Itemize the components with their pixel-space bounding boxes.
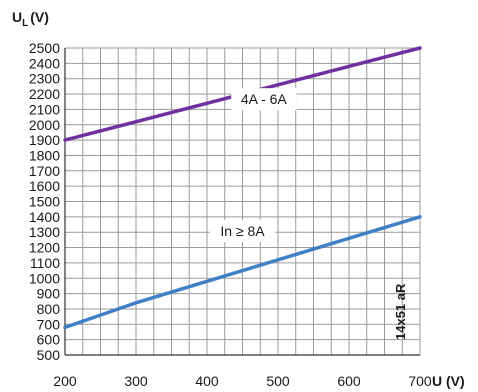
x-tick-labels: 200 300 400 500 600 700 [53,373,432,389]
y-tick-label: 600 [37,332,61,348]
y-tick-label: 1700 [29,163,60,179]
y-tick-label: 2500 [29,40,60,56]
y-tick-labels: 5006007008009001000110012001300140015001… [29,40,60,363]
y-tick-label: 2400 [29,55,60,71]
series-label: 4A - 6A [241,91,288,107]
x-axis-label: U (V) [432,373,465,389]
x-tick-label: 200 [53,373,77,389]
grid [64,47,421,356]
x-tick-label: 300 [124,373,148,389]
y-tick-label: 1500 [29,194,60,210]
y-tick-label: 900 [37,286,61,302]
y-tick-label: 500 [37,347,61,363]
fuse-size-label: 14x51 aR [393,283,408,340]
series-line [63,215,422,330]
y-tick-label: 700 [37,316,61,332]
x-tick-label: 400 [195,373,219,389]
series-label-bg [231,88,297,111]
y-tick-label: 2000 [29,117,60,133]
y-tick-label: 1400 [29,209,60,225]
series-label-bg [209,220,276,243]
y-tick-label: 2200 [29,86,60,102]
y-tick-label: 1300 [29,224,60,240]
y-tick-label: 2100 [29,101,60,117]
y-tick-label: 1800 [29,147,60,163]
y-tick-label: 1200 [29,240,60,256]
x-tick-label: 700 [408,373,432,389]
y-tick-label: 1900 [29,132,60,148]
x-tick-label: 600 [337,373,361,389]
y-tick-label: 1600 [29,178,60,194]
y-tick-label: 1000 [29,270,60,286]
y-tick-label: 2300 [29,71,60,87]
series-label: In ≥ 8A [220,223,265,239]
y-axis-label: UL (V) [12,9,49,29]
y-tick-label: 1100 [30,255,60,271]
x-tick-label: 500 [266,373,290,389]
series-annotations: 4A - 6A In ≥ 8A [209,88,297,243]
y-tick-label: 800 [37,301,61,317]
